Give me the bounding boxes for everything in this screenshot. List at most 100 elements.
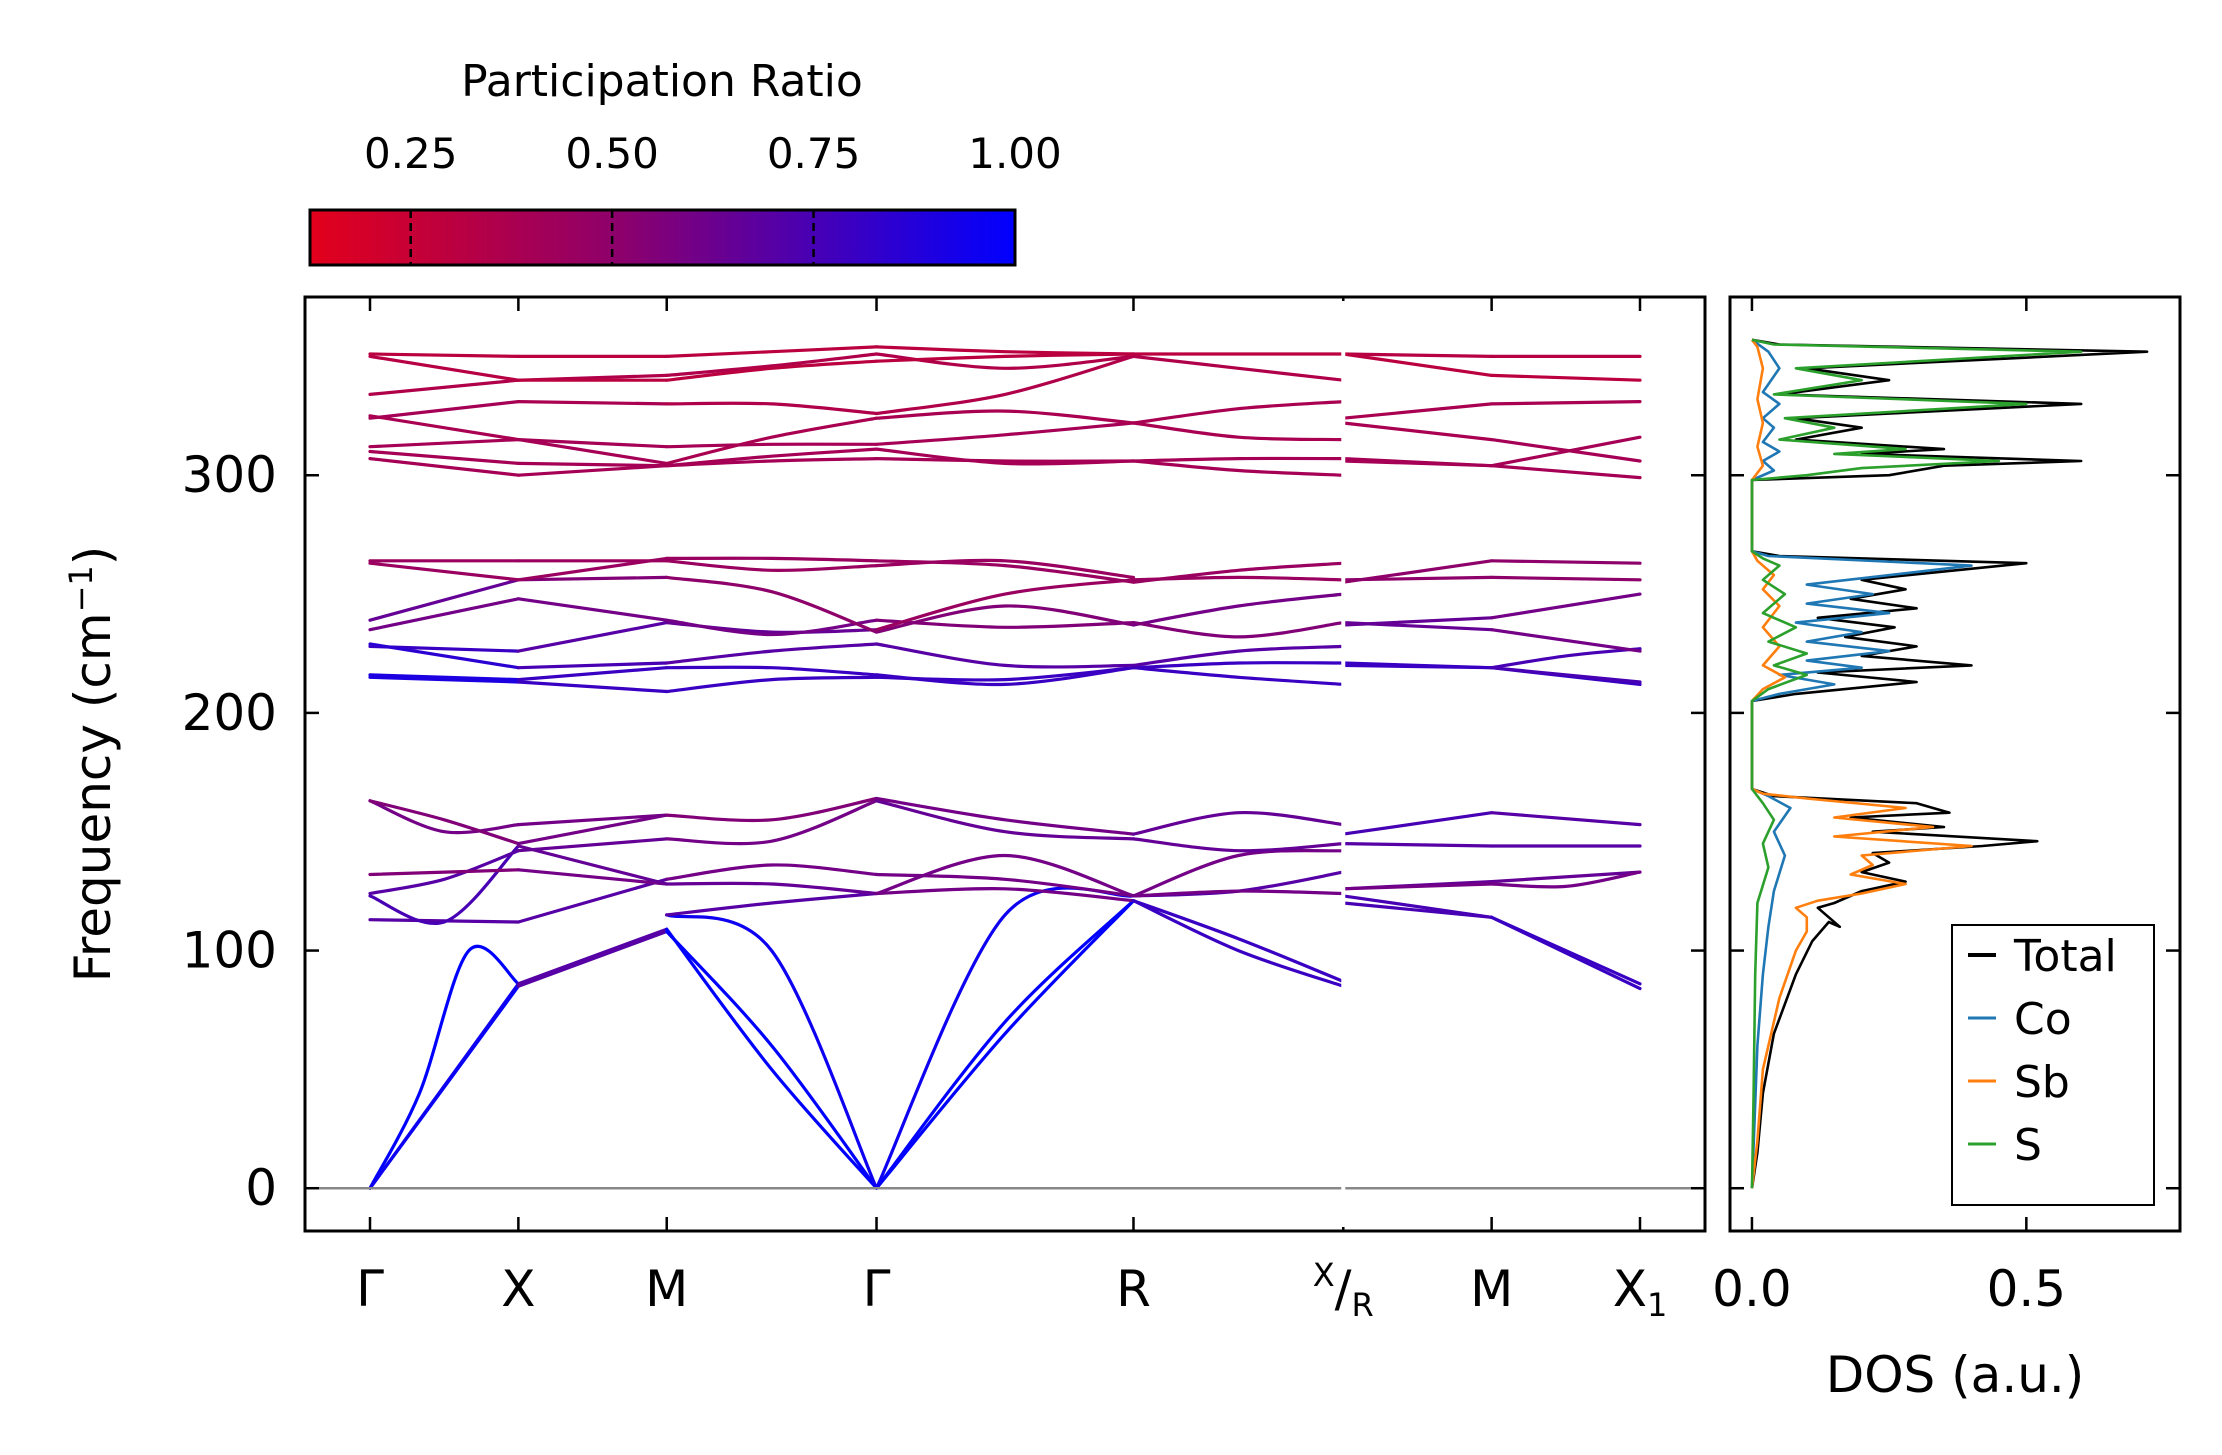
dos-x-tick-label: 0.5: [1987, 1260, 2067, 1318]
phonon-band: [1490, 373, 1642, 382]
phonon-band: [516, 813, 669, 827]
phonon-band: [1341, 352, 1494, 358]
phonon-band: [874, 421, 1136, 446]
phonon-band: [368, 414, 520, 442]
phonon-band: [665, 401, 879, 416]
phonon-band: [1490, 464, 1642, 480]
kpath-label-main: R: [1116, 1260, 1151, 1318]
colorbar-ticks: [409, 210, 815, 265]
phonon-band: [1131, 592, 1345, 627]
kpath-label-main: Γ: [356, 1260, 384, 1318]
phonon-band: [516, 680, 669, 694]
legend-label: Co: [2014, 994, 2072, 1045]
phonon-band: [874, 578, 1136, 632]
phonon-band: [874, 899, 1136, 1190]
legend-box: [1951, 924, 2155, 1206]
kpath-label-main: X: [501, 1260, 535, 1318]
phonon-band: [1131, 899, 1345, 984]
kpath-label-top: X: [1313, 1256, 1335, 1294]
y-axis-label-sup: −1: [62, 565, 100, 612]
y-tick-label: 300: [182, 446, 277, 504]
phonon-band: [1131, 810, 1345, 836]
kpath-label: Γ: [863, 1260, 891, 1318]
kpath-label: X/R: [1313, 1256, 1374, 1324]
y-tick-label: 100: [182, 922, 277, 980]
phonon-band: [665, 345, 879, 358]
phonon-band: [665, 796, 879, 823]
phonon-band: [874, 887, 1136, 903]
phonon-band: [1131, 661, 1345, 670]
colorbar-tick-label: 0.50: [565, 129, 659, 178]
phonon-band: [368, 578, 520, 622]
kpath-label: M: [1470, 1260, 1513, 1318]
phonon-band: [1341, 661, 1494, 670]
legend-label: Sb: [2014, 1057, 2070, 1108]
phonon-band: [1341, 811, 1494, 836]
band-lines: [368, 345, 1642, 1190]
phonon-band: [1131, 354, 1345, 382]
phonon-band: [368, 378, 520, 396]
phonon-band: [874, 872, 1136, 898]
phonon-band: [1341, 842, 1494, 848]
phonon-band: [1341, 621, 1494, 632]
phonon-band: [368, 354, 520, 382]
phonon-band: [665, 352, 879, 377]
kpath-label-main: X: [1613, 1260, 1647, 1318]
phonon-band: [516, 461, 669, 468]
dos-axes: 0.0 0.5 DOS (a.u.) Total Co Sb S: [1712, 295, 2182, 1404]
phonon-band: [1131, 837, 1345, 853]
phonon-band: [368, 438, 520, 449]
phonon-band: [1490, 400, 1642, 406]
phonon-band: [516, 837, 669, 853]
y-tick-label: 0: [245, 1159, 277, 1217]
legend-label: Total: [2013, 931, 2117, 982]
phonon-band: [368, 561, 520, 582]
phonon-band: [874, 899, 1136, 1190]
phonon-band: [1490, 628, 1642, 653]
phonon-band: [874, 799, 1136, 841]
kpath-label-slash: /: [1335, 1260, 1352, 1318]
phonon-band: [516, 877, 669, 924]
dispersion-x-ticks: [368, 297, 1642, 1231]
phonon-band: [665, 447, 879, 468]
phonon-band: [516, 813, 669, 846]
phonon-band: [1490, 438, 1642, 463]
phonon-band: [516, 575, 669, 582]
phonon-band: [874, 457, 1136, 463]
phonon-band: [1131, 848, 1345, 898]
phonon-band: [874, 345, 1136, 356]
phonon-band: [368, 457, 520, 477]
phonon-band: [874, 352, 1136, 370]
phonon-band: [368, 352, 520, 358]
phonon-band: [368, 982, 520, 1190]
phonon-band: [874, 559, 1136, 584]
phonon-band: [665, 675, 879, 694]
phonon-band: [368, 597, 520, 632]
y-axis-label-close: ): [64, 546, 122, 566]
phonon-band: [1490, 811, 1642, 827]
phonon-band: [368, 675, 520, 684]
dos-lines: [1750, 338, 2149, 1189]
phonon-band: [874, 666, 1136, 687]
phonon-band: [1131, 459, 1345, 477]
dos-line-total: [1750, 338, 2149, 1189]
kpath-label: Γ: [356, 1260, 384, 1318]
phonon-band: [1131, 400, 1345, 425]
phonon-band: [665, 665, 879, 677]
phonon-band: [516, 438, 669, 465]
phonon-band: [665, 863, 879, 881]
phonon-band: [516, 844, 669, 886]
kpath-label: X1: [1613, 1260, 1668, 1324]
phonon-band: [874, 354, 1136, 416]
phonon-band: [1341, 575, 1494, 582]
phonon-band: [1341, 459, 1494, 468]
phonon-band: [665, 618, 879, 637]
dos-line-s: [1750, 338, 2083, 1189]
phonon-band: [1131, 561, 1345, 584]
dispersion-frame: [303, 295, 1707, 1233]
kpath-label-bottom: R: [1352, 1286, 1374, 1324]
dos-frame: [1728, 295, 2182, 1233]
dos-x-tick-label: 0.0: [1712, 1260, 1792, 1318]
